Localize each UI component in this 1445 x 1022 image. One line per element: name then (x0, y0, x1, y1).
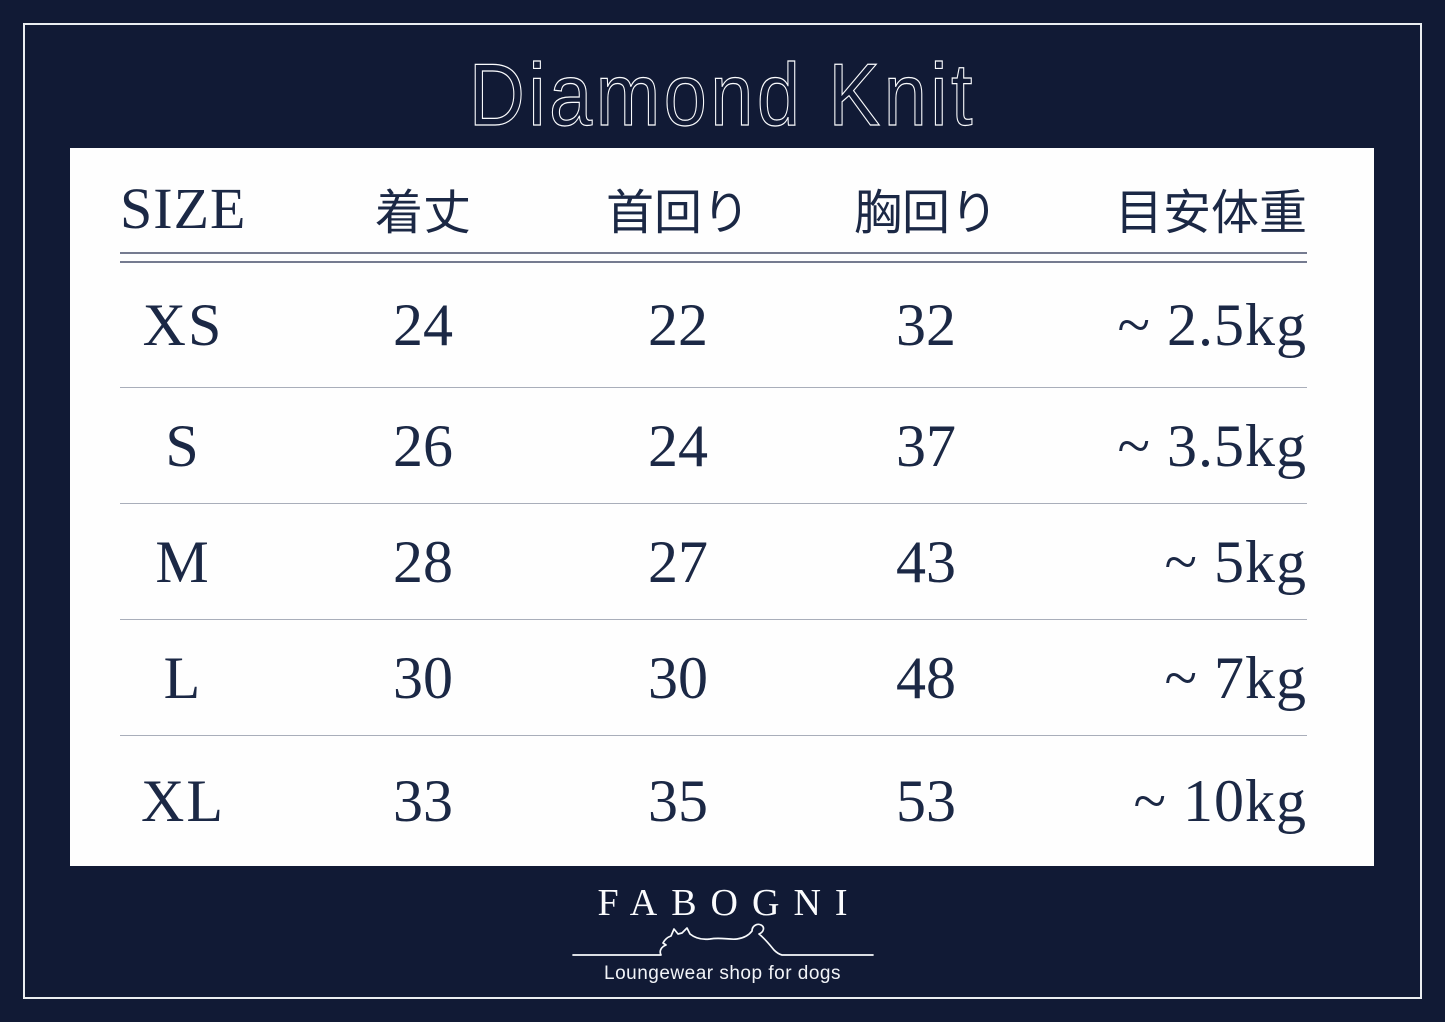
table-row-xl: XL 33 35 53 ~ 10kg (120, 735, 1307, 866)
brand-footer: FABOGNI Loungewear shop for dogs (0, 884, 1445, 985)
weight-cell: ~ 5kg (1164, 528, 1307, 595)
neck-cell: 27 (648, 528, 708, 595)
body-length-cell: 28 (393, 528, 453, 595)
table-header-row: SIZE 着丈 首回り 胸回り 目安体重 (120, 148, 1307, 252)
col-header-neck: 首回り (605, 187, 750, 240)
neck-cell: 22 (648, 292, 708, 358)
size-cell: XS (142, 292, 224, 358)
dog-silhouette-icon (571, 923, 874, 956)
body-length-cell: 33 (393, 768, 453, 834)
body-length-cell: 30 (393, 644, 453, 711)
weight-cell: ~ 2.5kg (1117, 292, 1307, 358)
weight-cell: ~ 10kg (1133, 768, 1307, 834)
chest-cell: 37 (896, 412, 956, 479)
col-header-body-length: 着丈 (374, 187, 471, 240)
size-cell: S (165, 412, 201, 479)
page-title: Diamond Knit (468, 44, 977, 144)
chest-cell: 32 (896, 292, 956, 358)
size-cell: XL (141, 768, 225, 834)
weight-cell: ~ 3.5kg (1117, 412, 1307, 479)
chest-cell: 48 (896, 644, 956, 711)
neck-cell: 24 (648, 412, 708, 479)
table-row-s: S 26 24 37 ~ 3.5kg (120, 387, 1307, 503)
body-length-cell: 24 (393, 292, 453, 358)
chest-cell: 43 (896, 528, 956, 595)
size-table-panel: SIZE 着丈 首回り 胸回り 目安体重 XS 24 22 32 ~ 2.5kg… (70, 148, 1374, 866)
body-length-cell: 26 (393, 412, 453, 479)
size-cell: M (155, 528, 211, 595)
size-cell: L (163, 644, 203, 711)
neck-cell: 30 (648, 644, 708, 711)
neck-cell: 35 (648, 768, 708, 834)
table-body: XS 24 22 32 ~ 2.5kg S 26 24 37 ~ 3.5kg M… (120, 263, 1307, 866)
col-header-chest: 胸回り (853, 187, 998, 240)
col-header-size: SIZE (120, 176, 247, 241)
table-row-m: M 28 27 43 ~ 5kg (120, 503, 1307, 619)
table-row-xs: XS 24 22 32 ~ 2.5kg (120, 263, 1307, 387)
weight-cell: ~ 7kg (1164, 644, 1307, 711)
brand-tagline: Loungewear shop for dogs (604, 963, 841, 984)
brand-logo-text: FABOGNI (597, 882, 862, 924)
table-row-l: L 30 30 48 ~ 7kg (120, 619, 1307, 735)
header-double-rule (120, 252, 1307, 263)
col-header-weight: 目安体重 (1114, 187, 1307, 240)
chest-cell: 53 (896, 768, 956, 834)
